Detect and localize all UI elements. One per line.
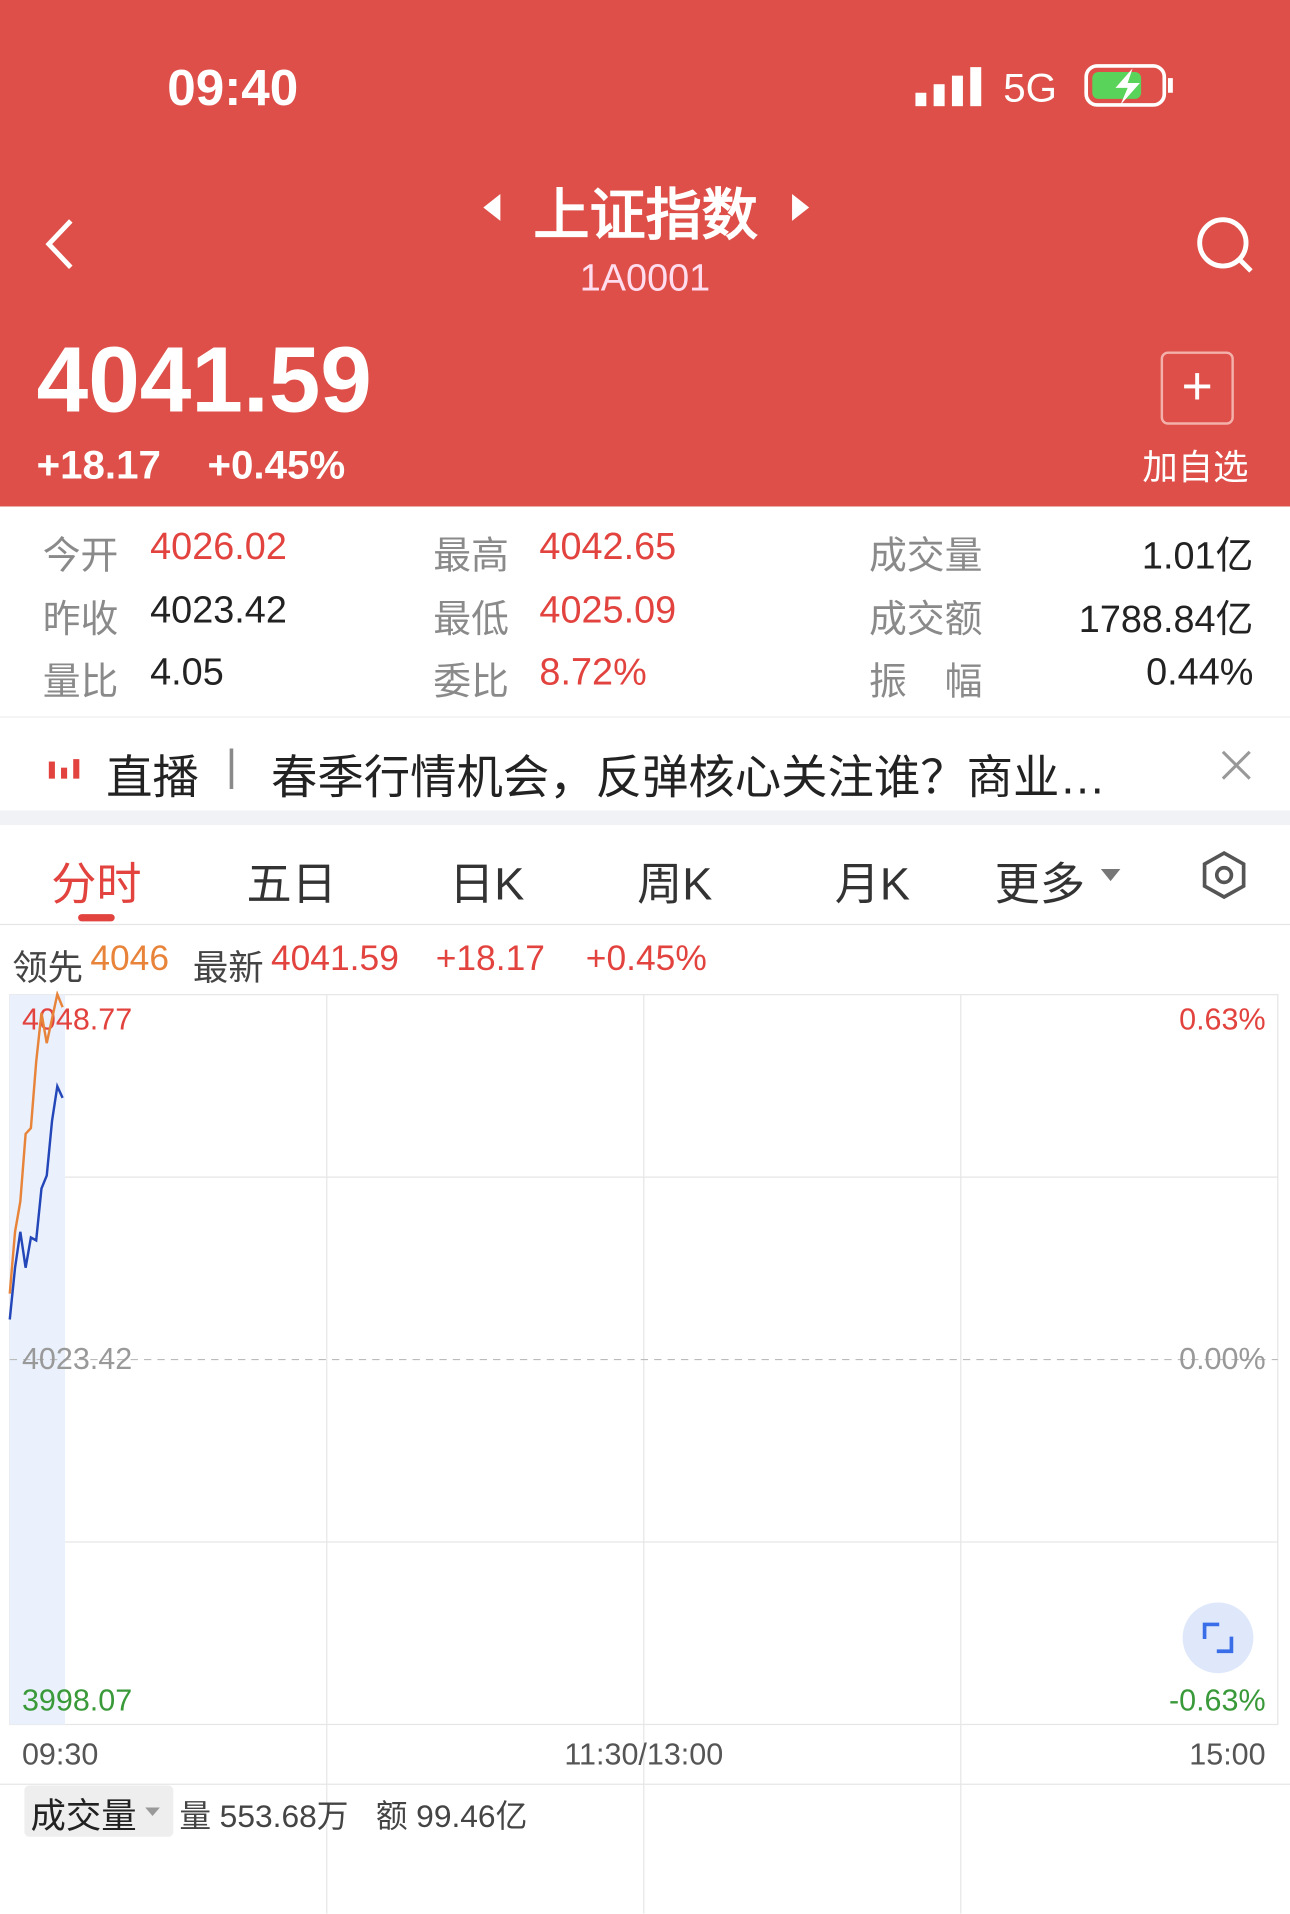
- amount-label: 额: [375, 1797, 408, 1835]
- stat-label: 量比: [42, 660, 119, 703]
- stat-label: 最高: [433, 534, 509, 578]
- tab[interactable]: 日K: [449, 859, 525, 910]
- stat-value: 4025.09: [539, 588, 677, 631]
- amount-value: 99.46亿: [416, 1797, 528, 1835]
- back-button[interactable]: [37, 214, 86, 275]
- divider: [0, 716, 1290, 718]
- divider: [0, 923, 1290, 926]
- stat-label: 最低: [433, 598, 509, 641]
- index-title: 上证指数: [533, 183, 758, 247]
- tab[interactable]: 五日: [246, 859, 337, 910]
- stat-value: 1788.84亿: [1078, 598, 1254, 641]
- stat-label: 成交量: [868, 534, 983, 578]
- x-tick-label: 11:30/13:00: [564, 1737, 723, 1771]
- y2-tick-label: -0.63%: [1169, 1684, 1266, 1718]
- stat-value: 8.72%: [539, 650, 647, 694]
- tab[interactable]: 更多: [994, 859, 1085, 910]
- status-network: 5G: [1003, 64, 1057, 110]
- expand-button[interactable]: [1182, 1602, 1254, 1674]
- battery-icon: [1084, 64, 1173, 107]
- index-price: 4041.59: [36, 328, 372, 433]
- index-change-pct: +0.45%: [207, 441, 346, 487]
- y-tick-label: 3998.07: [22, 1684, 132, 1718]
- x-tick-label: 09:30: [22, 1737, 98, 1771]
- stat-value: 4042.65: [539, 524, 677, 568]
- dropdown-arrow: [145, 1807, 160, 1817]
- y-tick-label: 4023.42: [22, 1342, 132, 1376]
- stat-label: 成交额: [868, 598, 983, 641]
- tab-indicator: [78, 914, 115, 922]
- prev-arrow[interactable]: [478, 189, 505, 226]
- tab[interactable]: 分时: [51, 859, 142, 910]
- status-time: 09:40: [167, 58, 299, 116]
- news-text[interactable]: 春季行情机会，反弹核心关注谁？商业…: [270, 753, 1106, 805]
- tab[interactable]: 周K: [637, 859, 713, 910]
- volume-value: 553.68万: [219, 1797, 349, 1835]
- series-line: [8, 1082, 64, 1320]
- summary-change: +18.17: [435, 939, 545, 979]
- add-watch-label[interactable]: 加自选: [1142, 449, 1249, 489]
- summary-change-pct: +0.45%: [585, 939, 707, 979]
- stat-value: 4023.42: [150, 588, 287, 631]
- summary-latest-label: 最新: [192, 949, 264, 989]
- volume-selector[interactable]: 成交量: [30, 1797, 137, 1837]
- news-separator: |: [225, 739, 238, 790]
- summary-latest: 4041.59: [270, 939, 399, 979]
- stat-label: 委比: [433, 660, 509, 703]
- stat-value: 0.44%: [1146, 650, 1254, 694]
- stat-value: 1.01亿: [1141, 534, 1254, 578]
- stat-label: 今开: [42, 534, 119, 578]
- gap: [0, 810, 1290, 826]
- x-tick-label: 15:00: [1189, 1737, 1265, 1771]
- y2-tick-label: 0.00%: [1179, 1342, 1265, 1376]
- more-arrow: [1100, 868, 1121, 882]
- y2-tick-label: 0.63%: [1179, 1003, 1265, 1037]
- summary-lead: 4046: [90, 939, 170, 979]
- tab[interactable]: 月K: [834, 859, 911, 910]
- header-bg: [0, 0, 1290, 507]
- stat-value: 4.05: [150, 650, 224, 694]
- index-change: +18.17: [36, 441, 161, 487]
- intraday-chart: 3998.074023.424048.77-0.63%0.00%0.63%09:…: [0, 990, 1290, 1914]
- volume-label: 量: [179, 1797, 212, 1835]
- settings-icon[interactable]: [1198, 849, 1249, 900]
- summary-lead-label: 领先: [12, 949, 84, 989]
- series-line: [8, 990, 64, 1294]
- stat-label: 昨收: [42, 598, 119, 641]
- next-arrow[interactable]: [787, 189, 814, 226]
- signal-icon: [915, 67, 982, 107]
- close-news[interactable]: [1218, 747, 1255, 784]
- stat-value: 4026.02: [150, 524, 287, 568]
- index-code: 1A0001: [579, 256, 711, 300]
- news-tag[interactable]: 直播: [106, 753, 199, 805]
- live-icon: [48, 759, 80, 779]
- add-watch-icon[interactable]: +: [1160, 351, 1234, 425]
- stat-label: 振 幅: [868, 660, 983, 703]
- search-button[interactable]: [1194, 214, 1257, 277]
